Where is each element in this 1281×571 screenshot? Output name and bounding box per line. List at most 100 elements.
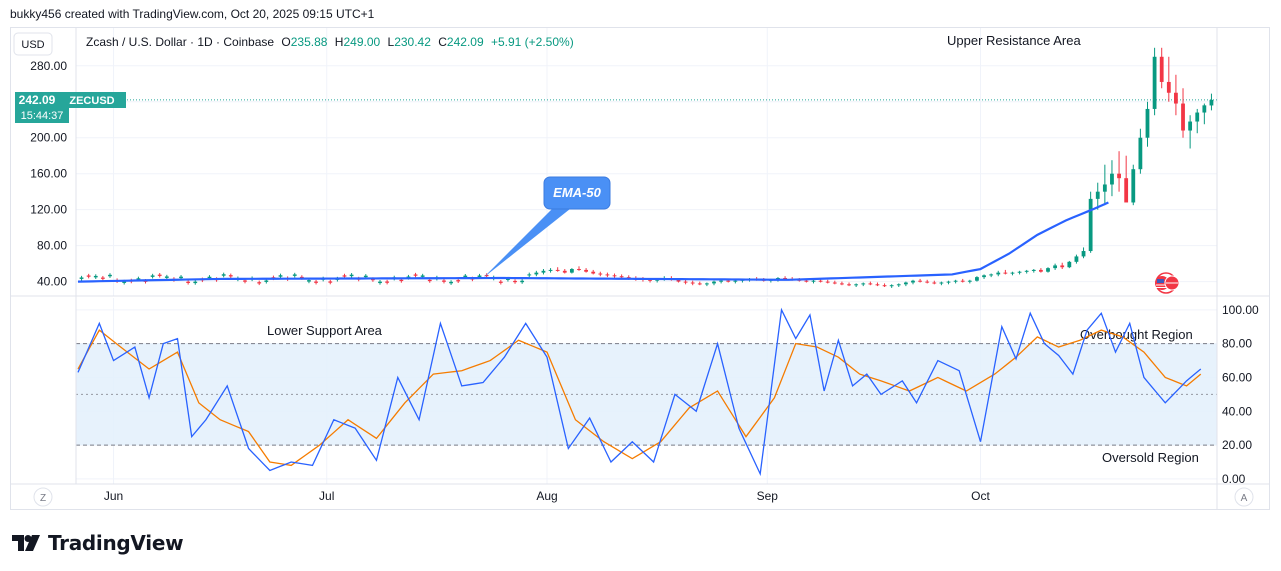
candle[interactable] (598, 271, 603, 277)
candle[interactable] (513, 279, 517, 284)
candle[interactable] (584, 268, 588, 273)
candle[interactable] (449, 280, 453, 285)
candle[interactable] (903, 281, 908, 287)
us-flag-icon[interactable] (1155, 272, 1180, 294)
candle[interactable] (690, 280, 695, 286)
candle[interactable] (705, 282, 709, 287)
candle[interactable] (93, 274, 98, 279)
candle[interactable] (889, 284, 894, 288)
candle[interactable] (896, 283, 901, 288)
candle[interactable] (548, 268, 553, 273)
candle[interactable] (86, 273, 91, 279)
candle[interactable] (520, 279, 525, 284)
candle[interactable] (960, 278, 965, 283)
candle[interactable] (918, 278, 922, 283)
candle[interactable] (854, 283, 859, 288)
candle[interactable] (221, 272, 226, 278)
candle[interactable] (1024, 269, 1029, 274)
candle[interactable] (1088, 191, 1093, 253)
candle[interactable] (1117, 151, 1121, 192)
candle[interactable] (349, 273, 354, 278)
candle[interactable] (996, 270, 1001, 277)
candle[interactable] (150, 273, 155, 279)
ema-callout[interactable]: EMA-50 (483, 176, 611, 279)
candle[interactable] (378, 280, 382, 285)
candle[interactable] (186, 280, 191, 285)
candle[interactable] (541, 269, 546, 275)
candle[interactable] (1081, 247, 1086, 259)
candle[interactable] (847, 282, 851, 287)
candle[interactable] (413, 272, 418, 278)
candle[interactable] (925, 279, 930, 284)
candle[interactable] (1159, 47, 1164, 89)
candle[interactable] (1053, 263, 1058, 270)
candle[interactable] (932, 280, 937, 285)
candle[interactable] (1017, 270, 1022, 275)
candle[interactable] (1195, 108, 1200, 134)
candle[interactable] (1131, 164, 1136, 206)
candle[interactable] (1124, 155, 1129, 203)
candle[interactable] (228, 273, 233, 279)
candle[interactable] (840, 281, 844, 286)
candle[interactable] (385, 279, 390, 285)
candle[interactable] (1010, 271, 1015, 276)
candle[interactable] (811, 279, 816, 284)
candle[interactable] (1074, 254, 1079, 264)
candle[interactable] (1138, 128, 1143, 174)
candle[interactable] (1003, 269, 1008, 275)
candle[interactable] (591, 269, 596, 275)
candle[interactable] (683, 279, 688, 285)
candle[interactable] (882, 283, 887, 288)
candle[interactable] (1209, 93, 1214, 111)
candle[interactable] (193, 280, 198, 285)
candle[interactable] (1181, 88, 1185, 138)
candle[interactable] (612, 273, 617, 279)
candle[interactable] (939, 281, 944, 286)
candle[interactable] (577, 266, 581, 271)
candle[interactable] (328, 279, 333, 285)
ema-50-line[interactable] (77, 201, 1109, 283)
candle[interactable] (605, 272, 610, 278)
candle[interactable] (1102, 164, 1107, 206)
candle[interactable] (975, 276, 979, 282)
candle[interactable] (1031, 269, 1036, 273)
candle[interactable] (569, 268, 574, 274)
candle[interactable] (1060, 262, 1065, 270)
candle[interactable] (825, 279, 830, 284)
candle[interactable] (1046, 267, 1050, 273)
candle[interactable] (562, 269, 567, 274)
candle[interactable] (555, 267, 560, 272)
candle[interactable] (456, 278, 461, 284)
candle[interactable] (527, 272, 532, 278)
candle[interactable] (911, 279, 915, 285)
tradingview-logo[interactable]: TradingView (12, 531, 184, 555)
rsi-line[interactable] (77, 307, 1202, 477)
candle[interactable] (1188, 115, 1193, 149)
candle[interactable] (1038, 268, 1043, 273)
time-axis[interactable]: Jun Jul Aug Sep Oct (104, 489, 991, 503)
candle[interactable] (257, 280, 262, 286)
candle[interactable] (832, 280, 837, 285)
auto-scale-button[interactable]: A (1234, 487, 1254, 507)
candle[interactable] (292, 272, 297, 278)
candle[interactable] (1166, 56, 1171, 102)
candle[interactable] (278, 273, 283, 279)
candle[interactable] (157, 273, 162, 278)
candle[interactable] (697, 281, 702, 286)
currency-button[interactable]: USD (13, 32, 53, 56)
timezone-button[interactable]: Z (33, 487, 53, 507)
candle[interactable] (442, 278, 446, 284)
candle[interactable] (100, 275, 105, 281)
candle[interactable] (1202, 103, 1207, 125)
candle[interactable] (1110, 160, 1114, 197)
candle[interactable] (712, 280, 716, 286)
candle[interactable] (1067, 260, 1072, 269)
candlesticks[interactable] (79, 47, 1214, 288)
candle[interactable] (875, 282, 880, 287)
candle[interactable] (1095, 182, 1100, 210)
candle[interactable] (498, 280, 503, 285)
candle[interactable] (868, 281, 873, 286)
candle[interactable] (1145, 101, 1150, 147)
